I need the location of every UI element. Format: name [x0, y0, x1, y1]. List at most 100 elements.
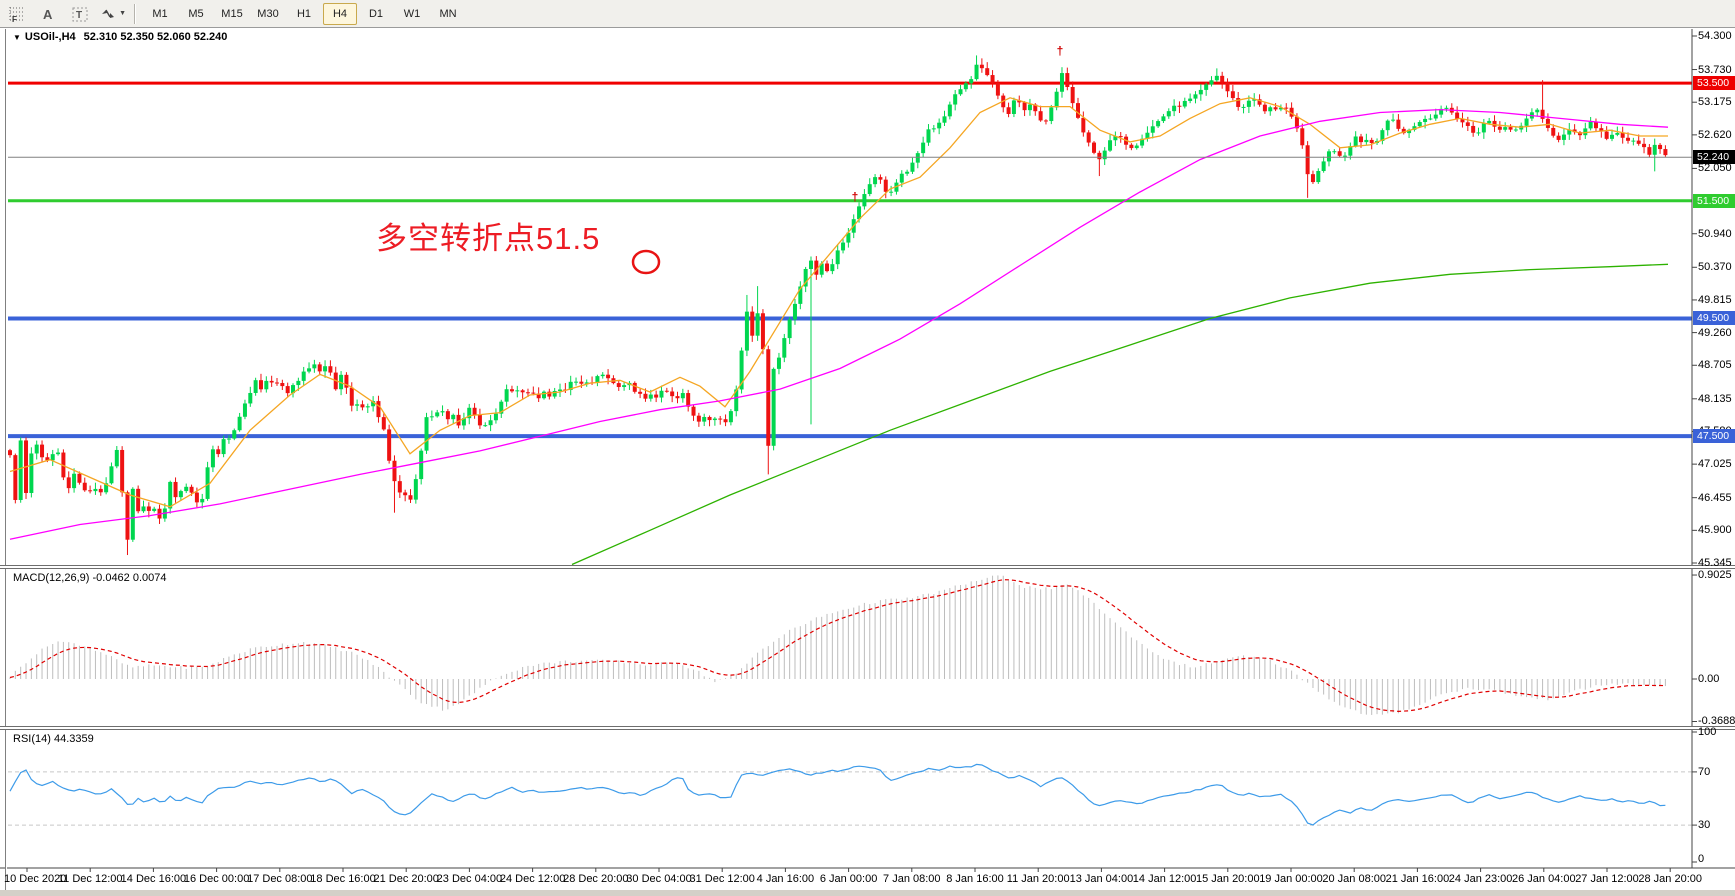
text-label-button[interactable]: T: [65, 2, 95, 26]
time-axis-label: 20 Jan 08:00: [1322, 873, 1386, 885]
pane-divider-macd[interactable]: [0, 565, 1735, 569]
timeframe-toolbar: M1 M5 M15 M30 H1 H4 D1 W1 MN: [142, 2, 466, 25]
time-axis-label: 7 Jan 08:00: [883, 873, 941, 885]
timeframe-button-mn[interactable]: MN: [439, 7, 457, 20]
price-axis-tick-label: 53.730: [1698, 63, 1732, 76]
toolbar: F A T ▼ M1 M5 M15 M30 H1 H4 D1 W1 MN: [0, 0, 1735, 28]
fibonacci-retracement-button[interactable]: F: [1, 2, 31, 26]
ma-slow: [571, 263, 1669, 566]
chart-title: ▼ USOil-,H4 52.310 52.350 52.060 52.240: [13, 31, 227, 43]
text-label-icon: T: [72, 7, 88, 21]
time-axis-label: 8 Jan 16:00: [946, 873, 1004, 885]
price-level-box: 47.500: [1693, 429, 1735, 444]
price-axis-tick-label: 49.815: [1698, 293, 1732, 306]
price-axis-tick-label: 49.260: [1698, 326, 1732, 339]
text-button[interactable]: A: [33, 2, 63, 26]
text-annotation[interactable]: 多空转折点51.5: [376, 221, 601, 256]
drawn-shapes[interactable]: [631, 249, 661, 275]
rsi-pane: [8, 763, 1692, 826]
timeframe-button-m30[interactable]: M30: [257, 7, 279, 20]
timeframe-button-w1[interactable]: W1: [403, 7, 421, 20]
rsi-indicator-label: RSI(14) 44.3359: [13, 733, 94, 745]
symbol-period-label: USOil-,H4: [24, 31, 76, 43]
line-study-toolbar: F A T ▼: [0, 2, 128, 26]
time-axis-label: 23 Dec 04:00: [436, 873, 503, 885]
time-axis-label: 28 Dec 20:00: [563, 873, 629, 885]
fibonacci-retracement-icon: F: [9, 6, 24, 23]
time-axis-label: 6 Jan 00:00: [819, 873, 878, 885]
window-left-edge-highlight: [6, 29, 7, 890]
time-axis-label: 13 Jan 04:00: [1069, 873, 1134, 885]
time-axis-label: 14 Jan 12:00: [1132, 873, 1197, 885]
price-axis-tick-label: 48.135: [1698, 392, 1732, 405]
time-axis-label: 31 Dec 12:00: [689, 873, 755, 885]
price-axis-tick-label: 45.900: [1698, 524, 1732, 537]
timeframe-button-m15[interactable]: M15: [221, 7, 243, 20]
time-axis-label: 21 Dec 20:00: [373, 873, 439, 885]
time-axis-label: 10 Dec 2020: [4, 873, 67, 885]
rsi-axis-label: 30: [1698, 819, 1711, 832]
dropdown-caret-icon[interactable]: ▼: [119, 10, 126, 17]
macd-pane: [9, 575, 1666, 715]
price-axis-tick-label: 45.345: [1698, 557, 1732, 569]
timeframe-button-h4[interactable]: H4: [323, 2, 357, 25]
pane-borders: [0, 29, 1735, 872]
macd-axis-label: -0.3688: [1698, 715, 1735, 728]
macd-axis-label: 0.9025: [1698, 569, 1732, 582]
price-level-box: 52.240: [1693, 150, 1735, 165]
time-axis-label: 18 Dec 16:00: [310, 873, 376, 885]
horizontal-line-objects[interactable]: [8, 81, 1692, 439]
time-axis-label: 11 Jan 20:00: [1006, 873, 1070, 885]
svg-text:F: F: [12, 15, 17, 23]
time-axis-label: 24 Jan 23:00: [1448, 873, 1513, 885]
time-axis-label: 19 Jan 00:00: [1259, 873, 1323, 885]
arrows-button[interactable]: ▼: [97, 2, 127, 26]
time-axis-label: 4 Jan 16:00: [756, 873, 815, 885]
arrows-icon: [102, 9, 114, 18]
time-axis-area[interactable]: [0, 868, 1735, 890]
moving-average-lines: [9, 97, 1669, 566]
toolbar-separator: [134, 3, 136, 24]
price-axis-tick-label: 53.175: [1698, 96, 1732, 109]
text-icon: A: [43, 7, 53, 22]
rsi-axis-label: 0: [1698, 853, 1705, 865]
price-axis-tick-label: 52.050: [1698, 162, 1732, 175]
timeframe-button-d1[interactable]: D1: [368, 7, 384, 20]
ma-fast: [9, 97, 1668, 508]
pane-divider-rsi[interactable]: [0, 726, 1735, 730]
chart-canvas[interactable]: [0, 29, 1735, 896]
time-axis-label: 16 Dec 00:00: [183, 873, 250, 885]
time-axis-label: 28 Jan 20:00: [1638, 873, 1702, 885]
price-axis-tick-label: 50.370: [1698, 261, 1732, 274]
time-axis-label: 27 Jan 12:00: [1575, 873, 1639, 885]
rsi-axis-label: 70: [1698, 765, 1711, 778]
price-axis-tick-label: 50.940: [1698, 227, 1732, 240]
price-axis-tick-label: 48.705: [1698, 359, 1732, 372]
time-axis-label: 17 Dec 08:00: [247, 873, 313, 885]
time-axis-label: 24 Dec 12:00: [499, 873, 566, 885]
price-axis-area[interactable]: [1693, 29, 1735, 868]
svg-text:A: A: [43, 7, 53, 22]
candlesticks: [8, 55, 1668, 556]
price-level-box: 51.500: [1693, 193, 1735, 208]
price-axis-tick-label: 47.025: [1698, 458, 1732, 471]
window-bottom-edge: [0, 890, 1735, 896]
timeframe-button-h1[interactable]: H1: [296, 7, 312, 20]
candle-marker-icon[interactable]: †: [1056, 44, 1064, 58]
time-axis-label: 26 Jan 04:00: [1511, 873, 1576, 885]
time-axis-label: 21 Jan 16:00: [1385, 873, 1450, 885]
price-axis-tick-label: 52.620: [1698, 128, 1732, 141]
window-left-edge: [5, 29, 6, 890]
candle-marker-icon[interactable]: †: [851, 190, 859, 204]
timeframe-button-m5[interactable]: M5: [188, 7, 204, 20]
price-axis-tick-label: 46.455: [1698, 491, 1732, 504]
timeframe-button-m1[interactable]: M1: [152, 7, 168, 20]
macd-axis-label: 0.00: [1698, 673, 1720, 685]
price-level-box: 53.500: [1693, 76, 1735, 91]
svg-text:T: T: [76, 10, 82, 21]
chevron-down-icon[interactable]: ▼: [13, 33, 21, 42]
price-axis-tick-label: 54.300: [1698, 30, 1732, 42]
ellipse-annotation[interactable]: [631, 249, 661, 275]
time-axis-label: 30 Dec 04:00: [626, 873, 692, 885]
